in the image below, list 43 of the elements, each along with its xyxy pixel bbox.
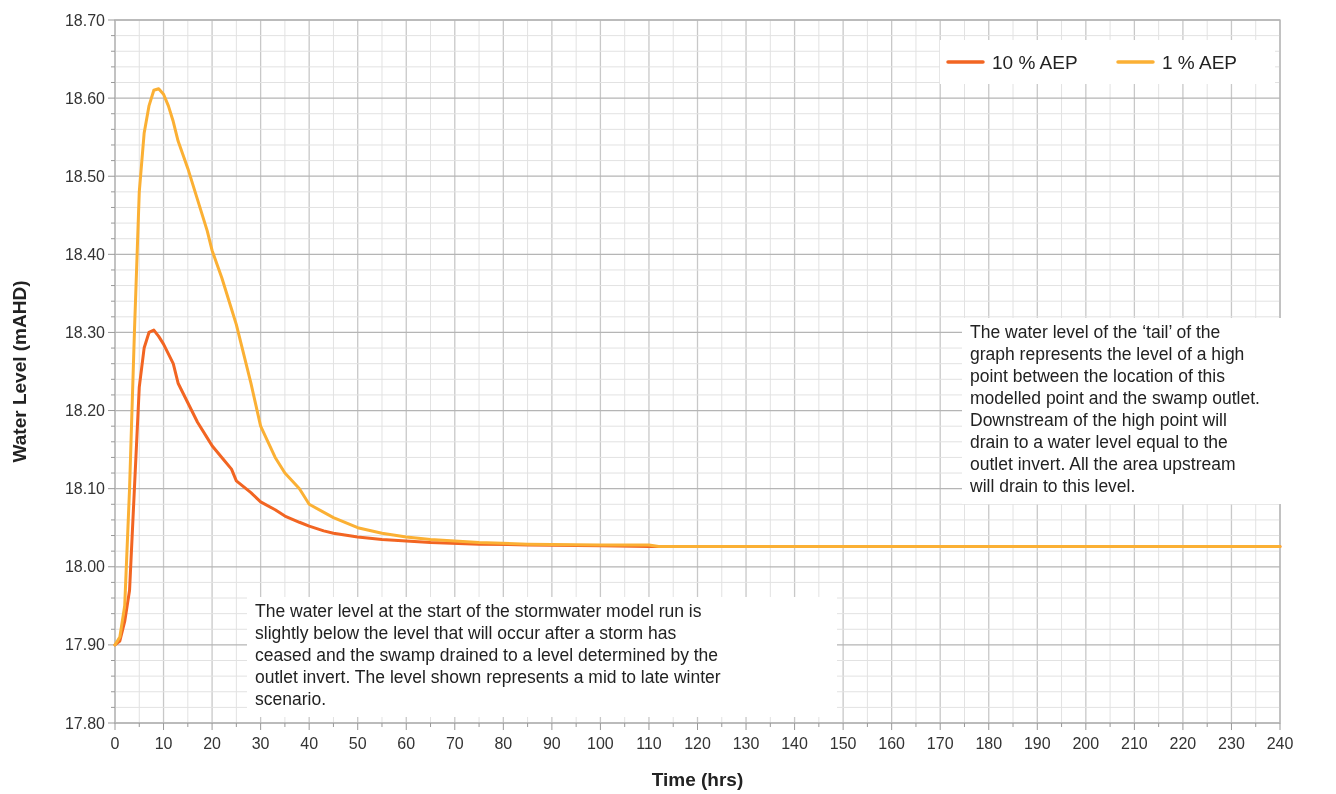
x-tick-label: 60 <box>397 735 416 752</box>
x-tick-label: 0 <box>110 735 120 752</box>
x-tick-label: 130 <box>732 735 760 752</box>
x-tick-label: 230 <box>1218 735 1245 752</box>
annotation: The water level at the start of the stormwater model run is slightly below the level that will occur after a storm has ceased and the swamp drained to a level determined by the outlet invert. The level shown represents a mid to late winter scenario. <box>255 601 721 709</box>
y-tick-label: 18.30 <box>64 324 106 342</box>
y-tick-label: 18.60 <box>64 89 106 107</box>
x-tick-label: 110 <box>636 735 662 752</box>
x-tick-label: 100 <box>587 735 614 752</box>
x-tick-label: 150 <box>829 735 857 752</box>
x-tick-label: 30 <box>251 735 270 752</box>
legend-label: 10 % AEP <box>992 51 1078 73</box>
x-tick-label: 170 <box>926 735 954 752</box>
y-tick-label: 17.90 <box>64 636 106 654</box>
x-tick-label: 50 <box>348 735 367 752</box>
x-tick-label: 140 <box>781 735 809 752</box>
x-tick-label: 70 <box>445 735 464 752</box>
line-series <box>113 87 1282 647</box>
y-tick-label: 18.10 <box>64 480 106 498</box>
y-tick-label: 18.70 <box>64 11 106 29</box>
y-tick-label: 18.20 <box>64 402 106 420</box>
x-tick-label: 120 <box>684 735 711 752</box>
x-axis-title: Time (hrs) <box>651 769 744 790</box>
x-tick-label: 90 <box>542 735 561 752</box>
y-axis-title: Water Level (mAHD) <box>9 280 30 463</box>
y-tick-label: 18.40 <box>64 245 106 263</box>
annotation: The water level of the ‘tail’ of the graph represents the level of a high point between the location of this modelled point and the swamp outlet. Downstream of the high point will drain to a water level equal to the outlet invert. All the area upstream will drain to this level. <box>969 322 1260 496</box>
note-box: The water level at the start of the stormwater model run is slightly below the level that will occur after a storm has ceased and the swamp drained to a level determined by the outlet invert. The level shown represents a mid to late winter scenario. <box>247 597 837 717</box>
legend-label: 1 % AEP <box>1162 51 1237 73</box>
x-tick-label: 240 <box>1266 735 1294 752</box>
x-tick-label: 80 <box>494 735 513 752</box>
x-tick-label: 10 <box>154 735 173 752</box>
x-tick-label: 180 <box>975 735 1003 752</box>
x-tick-label: 40 <box>300 735 319 752</box>
x-tick-label: 210 <box>1121 735 1148 752</box>
x-tick-label: 190 <box>1023 735 1051 752</box>
x-tick-label: 200 <box>1072 735 1100 752</box>
y-tick-label: 17.80 <box>64 714 106 732</box>
y-tick-label: 18.00 <box>64 558 106 576</box>
x-tick-label: 20 <box>203 735 222 752</box>
x-tick-label: 220 <box>1169 735 1197 752</box>
x-tick-label: 160 <box>878 735 906 752</box>
y-tick-label: 18.50 <box>64 167 106 185</box>
